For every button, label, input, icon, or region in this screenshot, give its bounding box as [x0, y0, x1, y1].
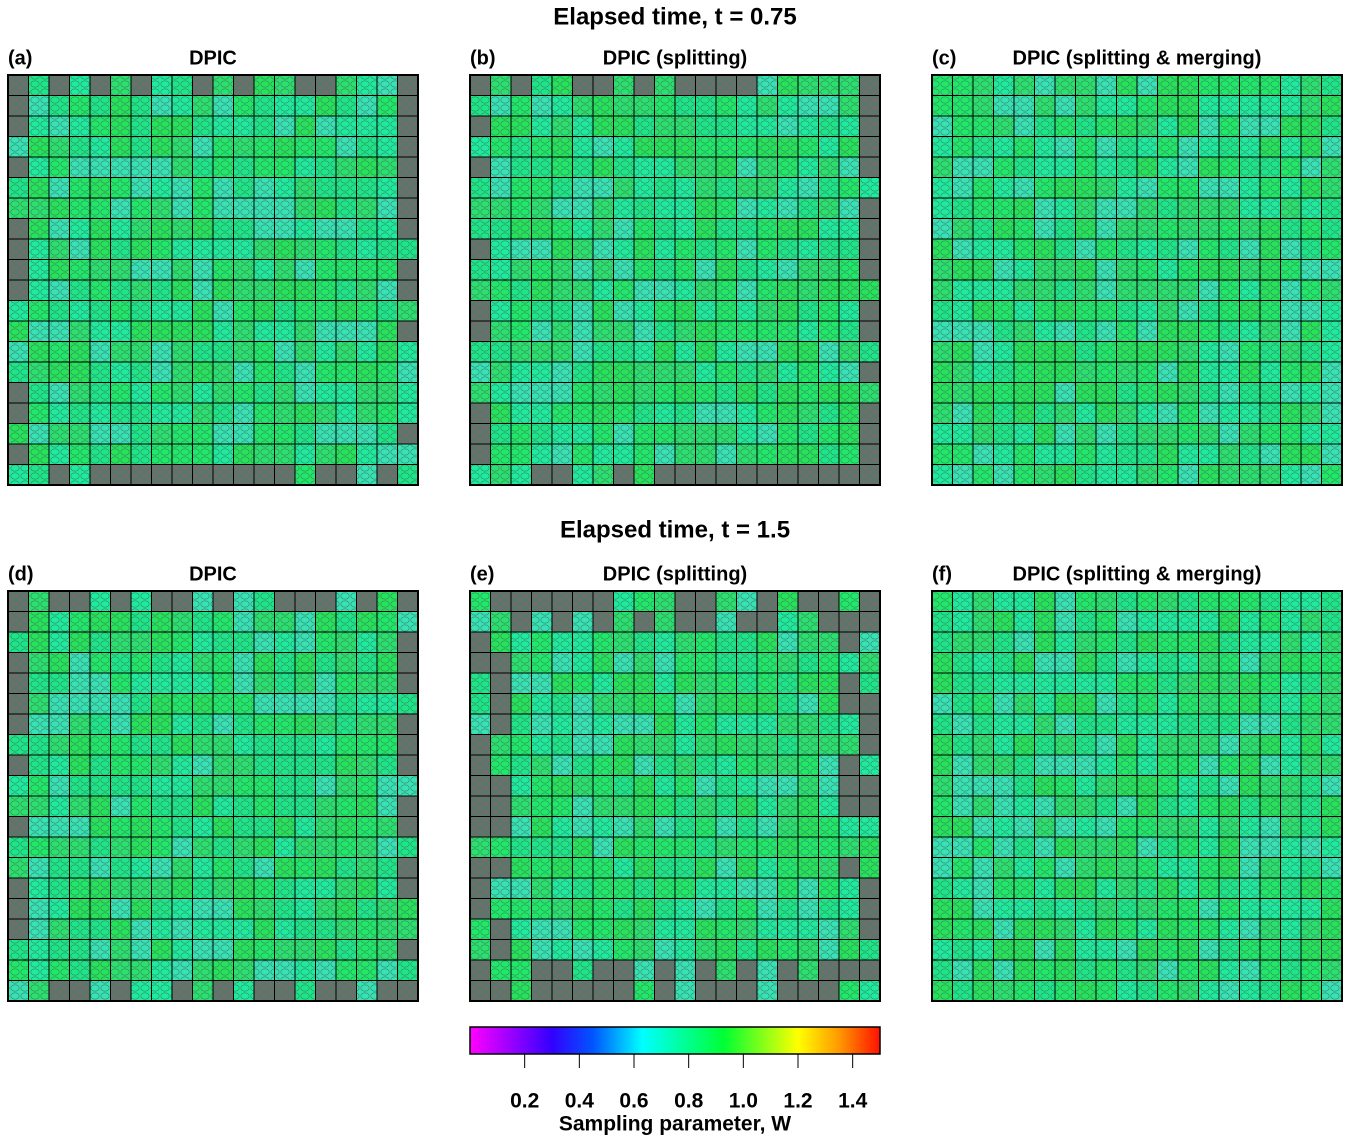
colorbar-tick-label: 0.6	[619, 1090, 648, 1113]
colorbar-label: Sampling parameter, W	[559, 1113, 791, 1136]
colorbar-tick-label: 1.4	[838, 1090, 868, 1113]
colorbar	[469, 1026, 881, 1055]
colorbar-tick-label: 0.4	[565, 1090, 595, 1113]
panel-label: (f)	[932, 563, 952, 585]
panel-title: DPIC (splitting & merging)	[1013, 563, 1262, 585]
panel-title: DPIC	[189, 563, 237, 585]
colorbar-tick-label: 1.2	[783, 1090, 812, 1113]
panel	[7, 590, 419, 1002]
panel	[931, 74, 1343, 486]
panel-label: (a)	[8, 47, 32, 69]
panel	[7, 74, 419, 486]
colorbar-tick-label: 1.0	[729, 1090, 758, 1113]
panel	[931, 590, 1343, 1002]
panel-title: DPIC (splitting)	[603, 47, 747, 69]
panel	[469, 74, 881, 486]
panel	[469, 590, 881, 1002]
panel-border	[469, 74, 881, 486]
panel-border	[931, 74, 1343, 486]
panel-title: DPIC (splitting & merging)	[1013, 47, 1262, 69]
panel-label: (b)	[470, 47, 496, 69]
panel-label: (c)	[932, 47, 956, 69]
colorbar-tick-label: 0.8	[674, 1090, 704, 1113]
panel-label: (e)	[470, 563, 494, 585]
panel-border	[469, 590, 881, 1002]
panel-title: DPIC	[189, 47, 237, 69]
panel-border	[7, 74, 419, 486]
panel-border	[931, 590, 1343, 1002]
colorbar-tick-label: 0.2	[510, 1090, 539, 1113]
panel-border	[7, 590, 419, 1002]
row-title: Elapsed time, t = 0.75	[553, 3, 796, 30]
panel-title: DPIC (splitting)	[603, 563, 747, 585]
row-title: Elapsed time, t = 1.5	[560, 516, 790, 543]
panel-label: (d)	[8, 563, 34, 585]
